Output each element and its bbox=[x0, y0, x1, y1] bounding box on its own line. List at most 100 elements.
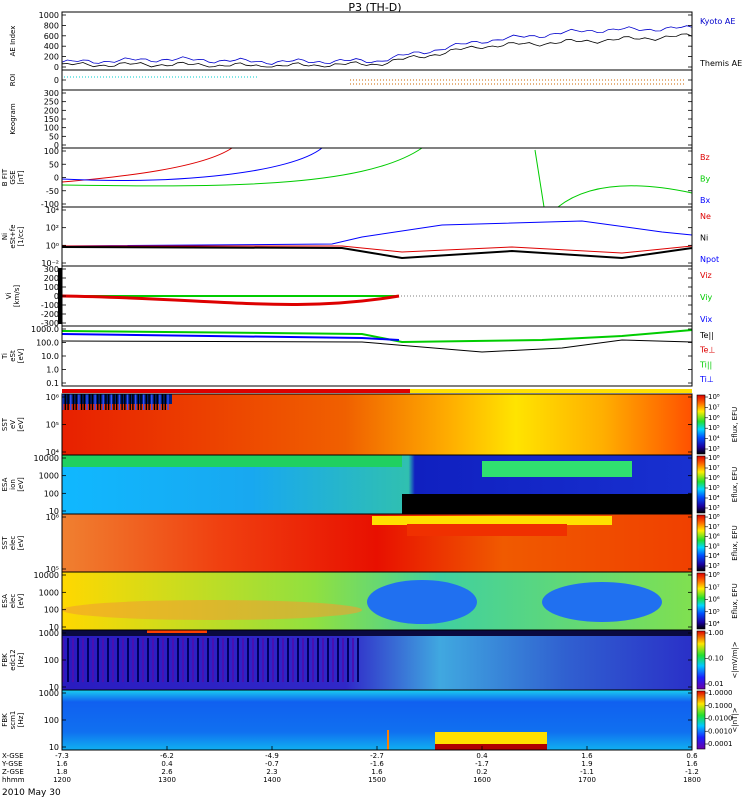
sst-ion-stripe bbox=[107, 394, 110, 410]
x-row-value: -2.7 bbox=[370, 752, 384, 760]
ylabel-line: ESA bbox=[1, 594, 9, 608]
sst-elec-yellow-band bbox=[372, 516, 612, 525]
ylabel-ti: Ti eSt [eV] bbox=[1, 348, 25, 363]
colorbar-fbk1 bbox=[696, 630, 706, 690]
ylabel-line: [nT] bbox=[17, 170, 25, 184]
fbk1-stripe bbox=[292, 638, 294, 682]
fbk1-stripe bbox=[327, 638, 329, 682]
y-tick-label: 100 bbox=[44, 716, 59, 725]
x-row-value: 1.9 bbox=[581, 760, 592, 768]
colorbar-title-fbk2: <|nT|> bbox=[731, 707, 739, 732]
y-tick-label: 0 bbox=[54, 174, 59, 183]
colorbar-title-esa2: Eflux, EFU bbox=[731, 583, 739, 618]
x-row-value: 2.3 bbox=[266, 768, 277, 776]
x-row-value: 1.6 bbox=[371, 768, 383, 776]
spectrogram-sst-ion bbox=[62, 394, 692, 455]
y-tick-label: 100 bbox=[44, 124, 59, 133]
sst-ion-stripe bbox=[116, 394, 118, 410]
bfit-by-2 bbox=[534, 149, 545, 208]
ylabel-line: [eV] bbox=[17, 477, 25, 492]
fbk1-stripe bbox=[107, 638, 109, 682]
colorbar-title-sst2: Eflux, EFU bbox=[731, 525, 739, 560]
sst-ion-stripe bbox=[140, 394, 142, 410]
y-tick-label: 100 bbox=[44, 147, 59, 156]
y-tick-label: 0.1 bbox=[46, 379, 59, 388]
date-label: 2010 May 30 bbox=[2, 788, 61, 798]
sst-ion-stripe bbox=[137, 394, 139, 410]
sst-ion-stripe bbox=[86, 394, 88, 410]
sst-ion-stripe bbox=[118, 394, 121, 410]
fbk1-stripe bbox=[337, 638, 339, 682]
fbk1-stripe bbox=[187, 638, 189, 682]
fbk1-stripe bbox=[197, 638, 199, 682]
ylabel-line: [eV] bbox=[17, 348, 25, 363]
x-row-label: Z-GSE bbox=[2, 768, 24, 776]
x-row-value: -1.1 bbox=[580, 768, 594, 776]
fbk1-stripe bbox=[357, 638, 359, 682]
x-row-label: X-GSE bbox=[2, 752, 24, 760]
colorbar-label: 10⁸ bbox=[708, 571, 720, 579]
y-tick-label: -300 bbox=[41, 319, 59, 328]
ylabel-line: Ti bbox=[1, 353, 9, 360]
ylabel-roi: ROI bbox=[9, 74, 17, 86]
legend-bfit-2: Bx bbox=[700, 196, 710, 205]
sst-ion-stripe bbox=[134, 394, 137, 410]
colorbar-label: 10⁷ bbox=[708, 583, 720, 591]
ylabel-line: Ni bbox=[1, 233, 9, 240]
sst-ion-stripe bbox=[94, 394, 96, 410]
sst-ion-stripe bbox=[102, 394, 104, 410]
colorbar-label: 1.00 bbox=[708, 629, 724, 637]
y-tick-label: 10⁻² bbox=[41, 259, 59, 268]
colorbar-title: Eflux, EFU bbox=[731, 525, 739, 560]
colorbar-title-esa1: Eflux, EFU bbox=[731, 467, 739, 502]
x-axis-annotation: X-GSE -7.3 -6.2 -4.9 -2.7 0.4 1.6 0.6Y-GSE 1.6 0.… bbox=[1, 746, 701, 784]
status-bar-red bbox=[62, 389, 410, 393]
fbk1-stripe bbox=[347, 638, 349, 682]
esa-ion-dropout bbox=[402, 494, 692, 514]
colorbar-label: 10⁴ bbox=[708, 552, 720, 560]
ylabel-line: eSt bbox=[9, 350, 17, 362]
ylabel-line: elec bbox=[9, 536, 17, 551]
fbk1-stripe bbox=[232, 638, 234, 682]
y-tick-label: 100 bbox=[44, 656, 59, 665]
y-tick-label: 0 bbox=[54, 141, 59, 150]
fbk1-stripe bbox=[222, 638, 224, 682]
colorbar-label: 0.0001 bbox=[708, 740, 733, 748]
y-tick-label: -100 bbox=[41, 301, 59, 310]
ylabel-line: [eV] bbox=[17, 535, 25, 550]
sst-ion-stripe bbox=[161, 394, 164, 410]
esa-elec-blue-cavity-2 bbox=[542, 582, 662, 622]
fbk1-stripe bbox=[82, 638, 84, 682]
x-row-label: hhmm bbox=[2, 776, 25, 784]
colorbar-title: Eflux, EFU bbox=[731, 467, 739, 502]
vi-left-bar bbox=[58, 268, 62, 324]
sst-ion-stripe bbox=[145, 394, 148, 410]
ylabel-line: SST bbox=[1, 417, 9, 431]
x-row-value: -1.6 bbox=[370, 760, 384, 768]
sst-ion-stripe bbox=[62, 394, 64, 410]
y-tick-label: 10.0 bbox=[41, 352, 59, 361]
sst-ion-stripe bbox=[70, 394, 72, 410]
fbk2-red-burst bbox=[435, 744, 547, 750]
fbk1-stripe bbox=[307, 638, 309, 682]
y-tick-label: 200 bbox=[44, 53, 59, 62]
y-tick-label: 1000 bbox=[39, 472, 59, 481]
x-row-value: 1300 bbox=[158, 776, 176, 784]
fbk2-spike bbox=[387, 730, 389, 750]
ae-series-0 bbox=[61, 25, 693, 65]
ylabel-line: ROI bbox=[9, 74, 17, 86]
panel-frame-bfit bbox=[61, 147, 693, 208]
y-tick-label: 0 bbox=[54, 292, 59, 301]
legend-ni-1: Ni bbox=[700, 234, 708, 243]
ylabel-vi: Vi [km/s] bbox=[5, 285, 21, 308]
ylabel-fbk1: FBK edc12 [Hz] bbox=[1, 649, 25, 671]
x-row-value: 0.4 bbox=[476, 752, 488, 760]
colorbar-title-fbk1: <|mV/m|> bbox=[731, 641, 739, 678]
fbk1-stripe bbox=[122, 638, 124, 682]
fbk1-stripe bbox=[322, 638, 324, 682]
colorbar-esa2 bbox=[696, 572, 706, 630]
x-row-value: -0.7 bbox=[265, 760, 279, 768]
ylabel-line: Vi bbox=[5, 293, 13, 300]
x-row-label: Y-GSE bbox=[1, 760, 23, 768]
